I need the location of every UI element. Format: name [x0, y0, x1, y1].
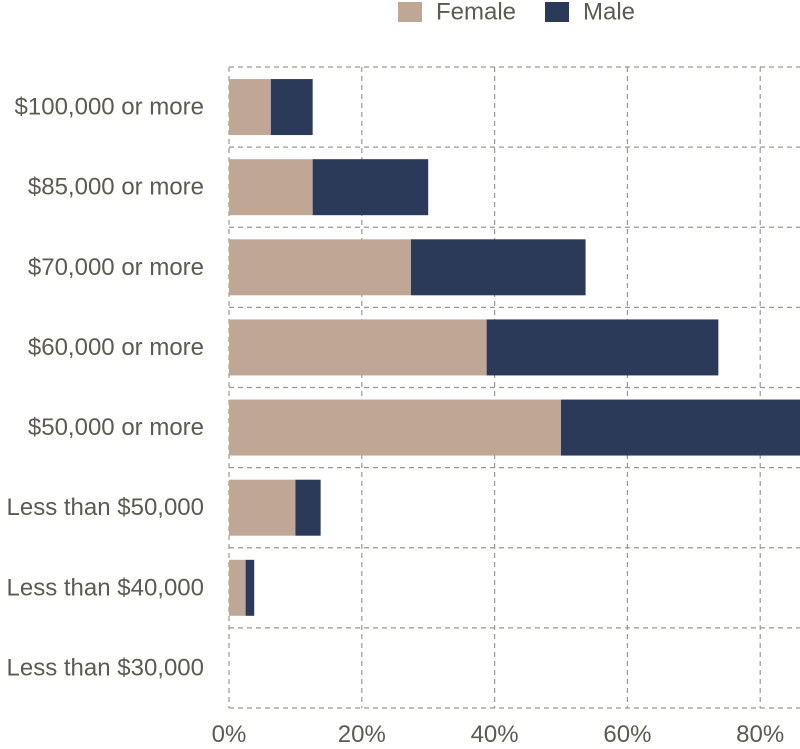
y-tick-label: $60,000 or more — [28, 334, 204, 361]
x-tick-label: 60% — [603, 721, 651, 748]
y-tick-label: $85,000 or more — [28, 174, 204, 201]
y-axis-labels: $100,000 or more $85,000 or more $70,000 o… — [7, 94, 205, 682]
x-tick-label: 20% — [338, 721, 386, 748]
legend: Female Male — [398, 0, 635, 26]
bar-female — [229, 159, 313, 216]
bar-male — [561, 399, 800, 456]
bar-male — [270, 79, 313, 136]
y-tick-label: Less than $30,000 — [7, 654, 205, 681]
legend-swatch-female — [398, 2, 422, 22]
bar-male — [312, 159, 429, 216]
bar-male — [410, 239, 586, 296]
bar-female — [229, 319, 487, 376]
x-tick-label: 40% — [471, 721, 519, 748]
bar-female — [229, 399, 561, 456]
y-tick-label: $100,000 or more — [15, 94, 204, 121]
bar-male — [295, 479, 321, 536]
bar-female — [229, 479, 296, 536]
bar-female — [229, 239, 411, 296]
legend-label-female: Female — [436, 0, 516, 26]
x-tick-label: 0% — [212, 721, 247, 748]
y-tick-label: $70,000 or more — [28, 254, 204, 281]
y-tick-label: Less than $50,000 — [7, 494, 205, 521]
bar-male — [245, 559, 255, 616]
bars — [229, 79, 800, 616]
legend-swatch-male — [545, 2, 569, 22]
x-tick-label: 80% — [736, 721, 784, 748]
y-tick-label: Less than $40,000 — [7, 574, 205, 601]
x-axis-labels: 0% 20% 40% 60% 80% — [212, 721, 785, 748]
bar-female — [229, 559, 246, 616]
bar-male — [486, 319, 719, 376]
y-tick-label: $50,000 or more — [28, 414, 204, 441]
bar-female — [229, 79, 271, 136]
legend-label-male: Male — [583, 0, 635, 26]
